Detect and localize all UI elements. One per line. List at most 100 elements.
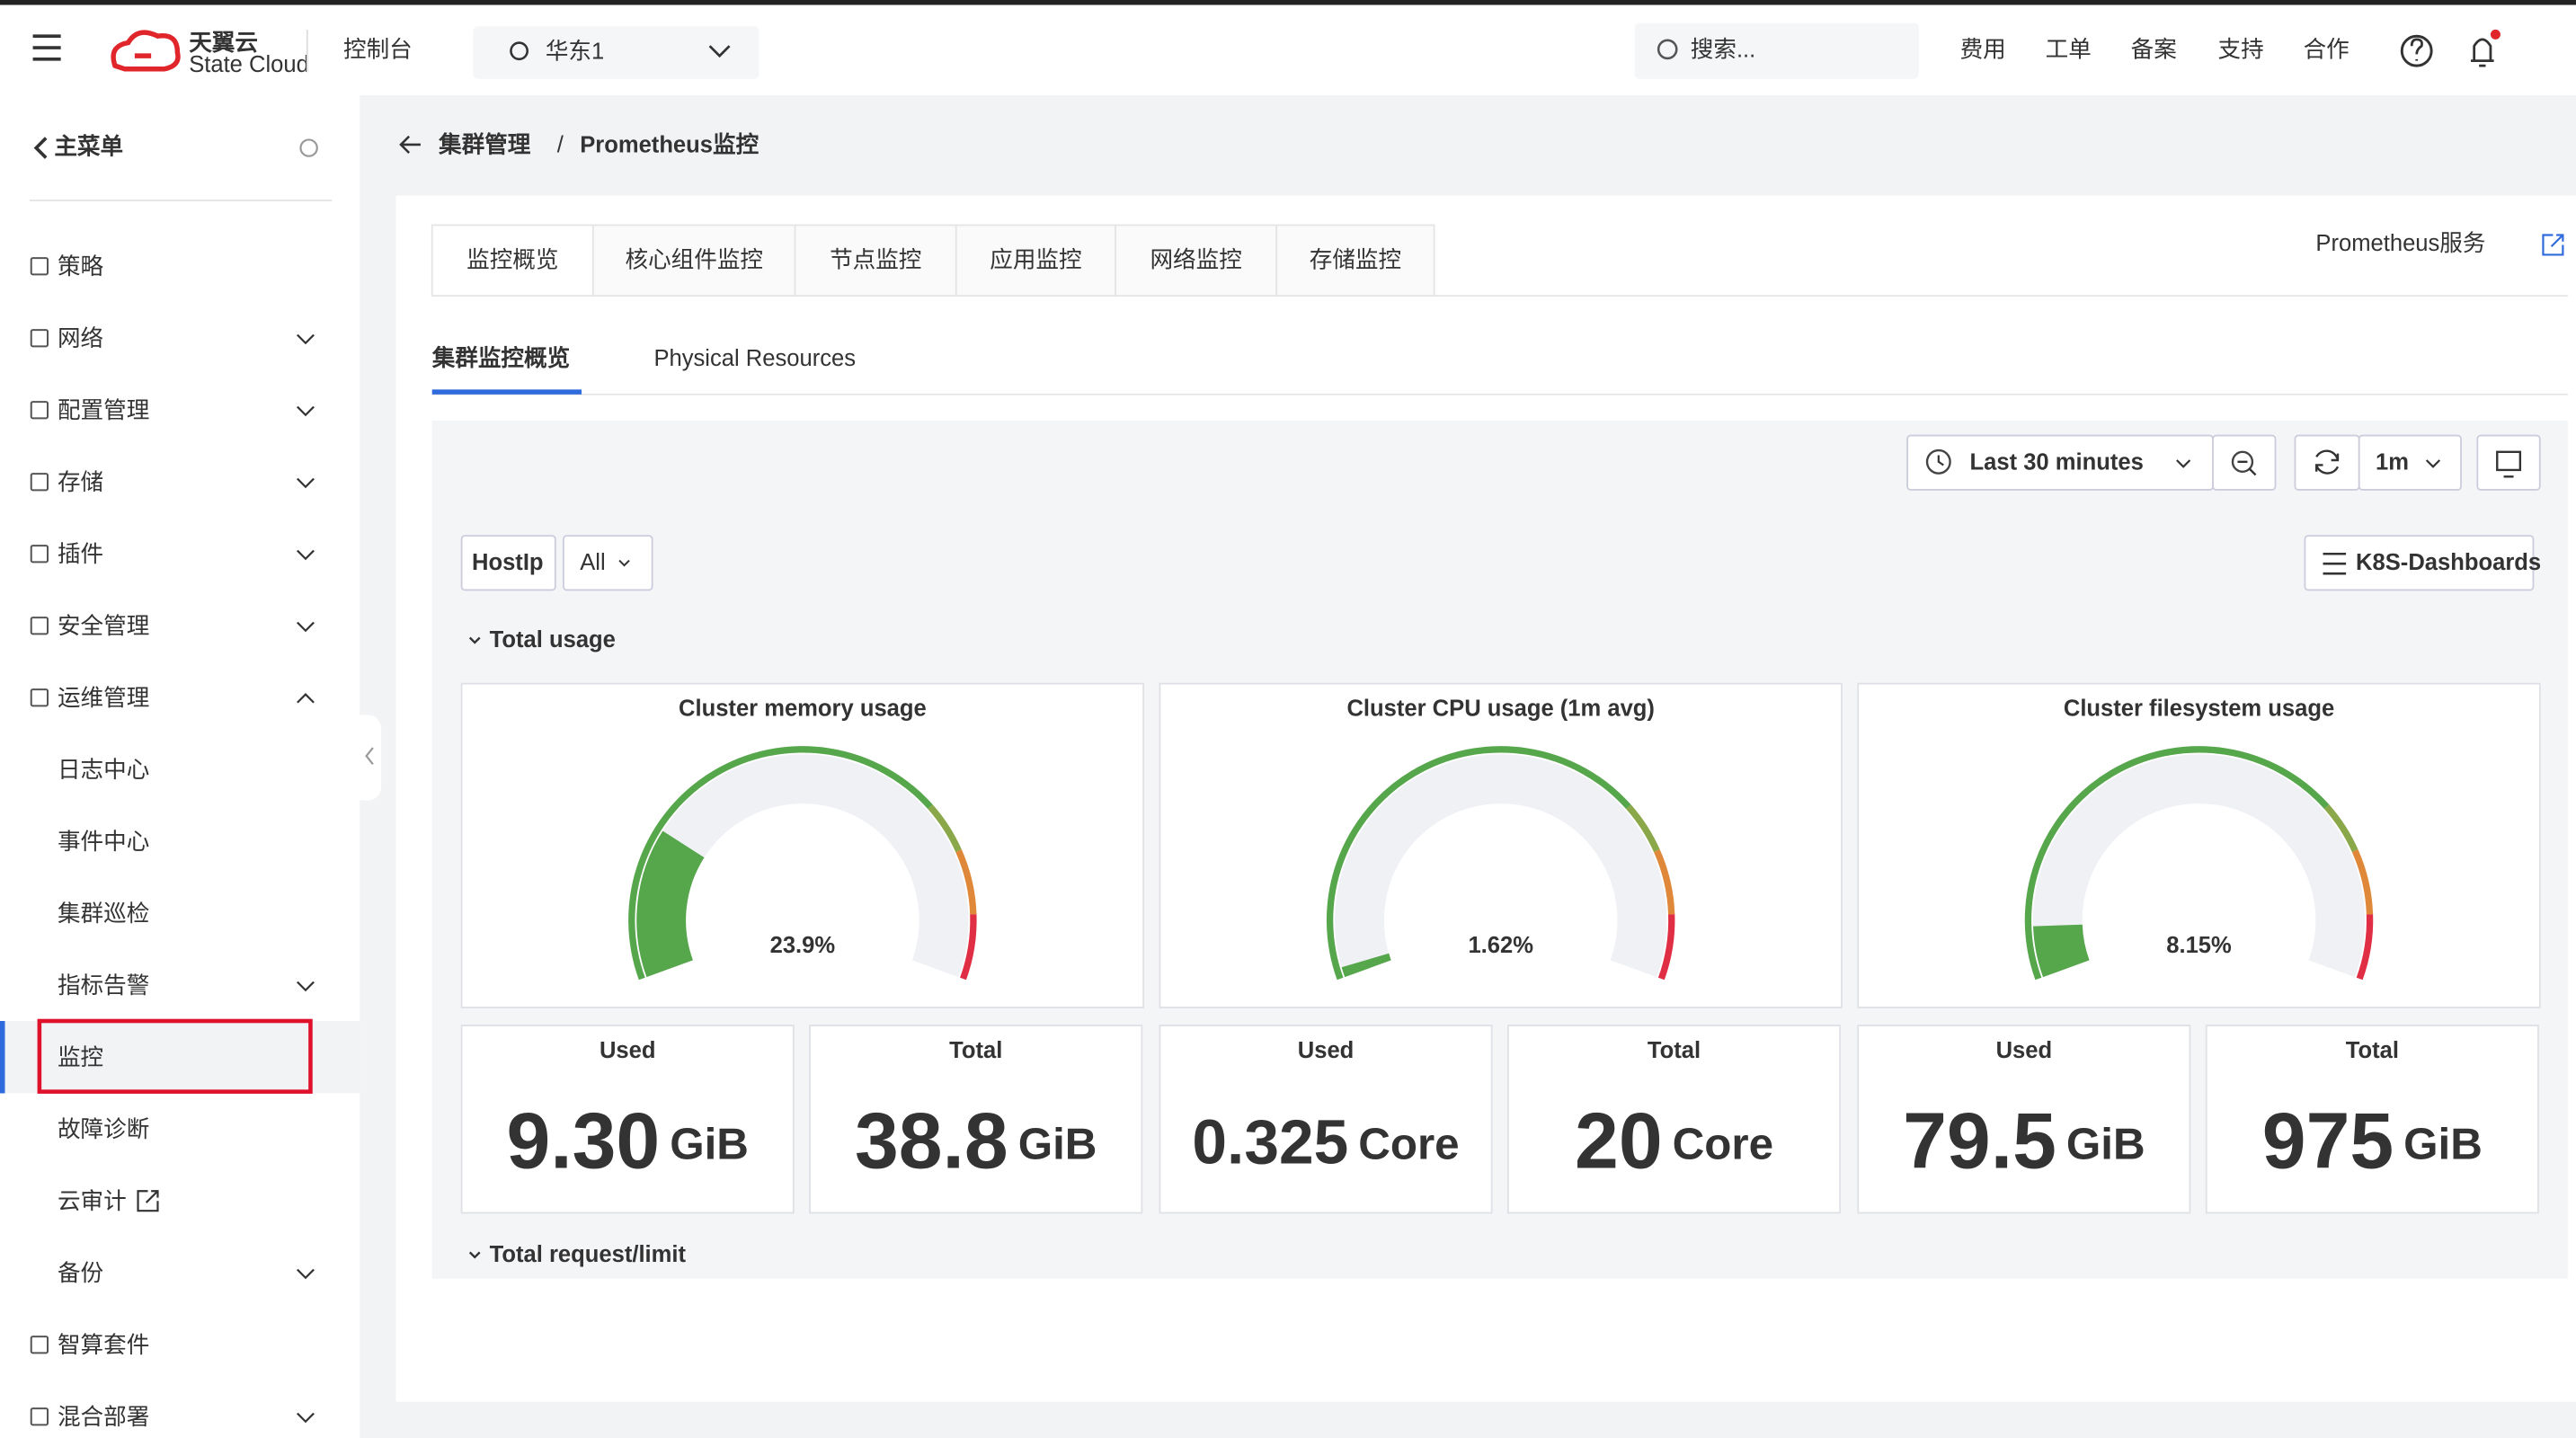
tv-mode[interactable] [2476, 434, 2541, 491]
menu-item[interactable]: 策略 [58, 253, 104, 280]
subtab-underline [431, 389, 582, 395]
service-link[interactable]: Prometheus服务 [2315, 230, 2485, 256]
sidebar-search[interactable] [299, 138, 318, 157]
stat-title: Used [1996, 1038, 2053, 1063]
menu-icon [30, 617, 49, 635]
gauge-value: 1.62% [1468, 933, 1533, 958]
stat-panel [1857, 1025, 2191, 1214]
menu-item[interactable]: 安全管理 [58, 613, 149, 639]
menu-item[interactable]: 网络 [58, 325, 103, 351]
gauge-panel [1857, 682, 2541, 1008]
refresh[interactable] [2294, 434, 2360, 491]
console-link[interactable]: 控制台 [343, 36, 413, 62]
search-icon [1657, 39, 1678, 60]
row-title[interactable]: Total usage [490, 627, 616, 652]
gauge-panel [460, 682, 1145, 1008]
sidebar [0, 95, 360, 1438]
menu-item[interactable]: 指标告警 [58, 972, 149, 999]
stat-unit: GiB [2403, 1119, 2483, 1168]
help-mark [2410, 38, 2423, 61]
tab-label: 核心组件监控 [626, 247, 763, 273]
stat-value: 79.5 GiB [1903, 1097, 2145, 1185]
menu-item[interactable]: 日志中心 [58, 757, 149, 783]
bell-icon [2471, 38, 2494, 67]
external-icon [137, 1190, 159, 1212]
threshold-arc [1626, 804, 1660, 853]
menu-item[interactable]: 混合部署 [58, 1404, 149, 1430]
menu-icon [30, 545, 49, 564]
menu-item[interactable]: 备份 [58, 1260, 103, 1286]
sidebar-title: 主菜单 [54, 133, 123, 159]
chevron [297, 981, 315, 992]
back-arrow [399, 135, 421, 154]
threshold-arc [1654, 849, 1675, 915]
region-select[interactable] [473, 26, 759, 79]
gauge-value: 8.15% [2166, 933, 2232, 958]
chevron [297, 405, 315, 417]
stat-panel [809, 1025, 1143, 1214]
menu-item[interactable]: 存储 [58, 469, 103, 495]
dashboards-button[interactable] [2304, 535, 2535, 591]
row-title[interactable]: Total request/limit [490, 1242, 687, 1267]
tab[interactable] [431, 224, 594, 297]
subtab[interactable]: 集群监控概览 [431, 344, 570, 371]
help-icon[interactable] [2400, 34, 2433, 67]
chevron [2176, 459, 2191, 468]
menu-icon [30, 1407, 49, 1426]
menu-item[interactable]: 运维管理 [58, 685, 149, 711]
top-link[interactable]: 合作 [2304, 36, 2349, 62]
stat-unit: Core [1358, 1119, 1459, 1168]
panel-title: Cluster CPU usage (1m avg) [1346, 697, 1654, 722]
chevron [297, 333, 315, 345]
refresh-interval[interactable] [2358, 434, 2462, 491]
stat-value: 0.325 Core [1192, 1107, 1459, 1177]
threshold-arc [2351, 849, 2374, 915]
top-link[interactable]: 费用 [1960, 36, 2006, 62]
pin-icon [510, 41, 529, 61]
stat-title: Total [2346, 1038, 2399, 1063]
menu-item[interactable]: 故障诊断 [58, 1116, 149, 1142]
tab[interactable] [591, 224, 796, 297]
menu-item[interactable]: 配置管理 [58, 397, 149, 423]
threshold-arc [628, 746, 933, 981]
chevron [297, 621, 315, 633]
stat-number: 975 [2262, 1097, 2394, 1185]
menu-item[interactable]: 监控 [58, 1044, 103, 1070]
tab[interactable] [794, 224, 957, 297]
top-link[interactable]: 工单 [2046, 36, 2092, 62]
stat-title: Total [949, 1038, 1002, 1063]
menu-item[interactable]: 事件中心 [58, 829, 149, 855]
gauge-value: 23.9% [770, 933, 836, 958]
menu-item[interactable]: 插件 [58, 541, 103, 567]
menu-item[interactable]: 云审计 [58, 1188, 127, 1214]
menu-item[interactable]: 集群巡检 [58, 901, 149, 927]
tab-label: 存储监控 [1310, 247, 1401, 273]
tab[interactable] [1275, 224, 1435, 297]
stat-number: 20 [1575, 1097, 1663, 1185]
top-bar [0, 0, 2576, 96]
refresh-label: 1m [2376, 449, 2409, 475]
search-box[interactable] [1634, 22, 1919, 79]
top-link[interactable]: 支持 [2218, 36, 2264, 62]
tab-label: 监控概览 [466, 247, 558, 273]
stat-title: Used [600, 1038, 656, 1063]
stat-unit: Core [1673, 1119, 1773, 1168]
top-link[interactable]: 备案 [2131, 36, 2177, 62]
tab-label: 应用监控 [990, 247, 1081, 273]
subtab[interactable]: Physical Resources [653, 346, 856, 371]
collapse-tab[interactable] [350, 715, 382, 801]
tab[interactable] [1115, 224, 1278, 297]
breadcrumb-item: Prometheus监控 [580, 132, 759, 158]
variable-select[interactable] [563, 535, 653, 591]
threshold-arc [955, 849, 977, 915]
stat-panel [1507, 1025, 1842, 1214]
breadcrumb-item[interactable]: 集群管理 [438, 131, 531, 158]
brand: 天翼云 [189, 31, 258, 56]
collapse-icon [365, 747, 374, 765]
menu-icon [30, 688, 49, 707]
threshold-arc [960, 914, 977, 981]
menu-item[interactable]: 智算套件 [58, 1332, 149, 1358]
stat-unit: GiB [670, 1119, 749, 1168]
gauge-value-arc [1341, 953, 1391, 978]
